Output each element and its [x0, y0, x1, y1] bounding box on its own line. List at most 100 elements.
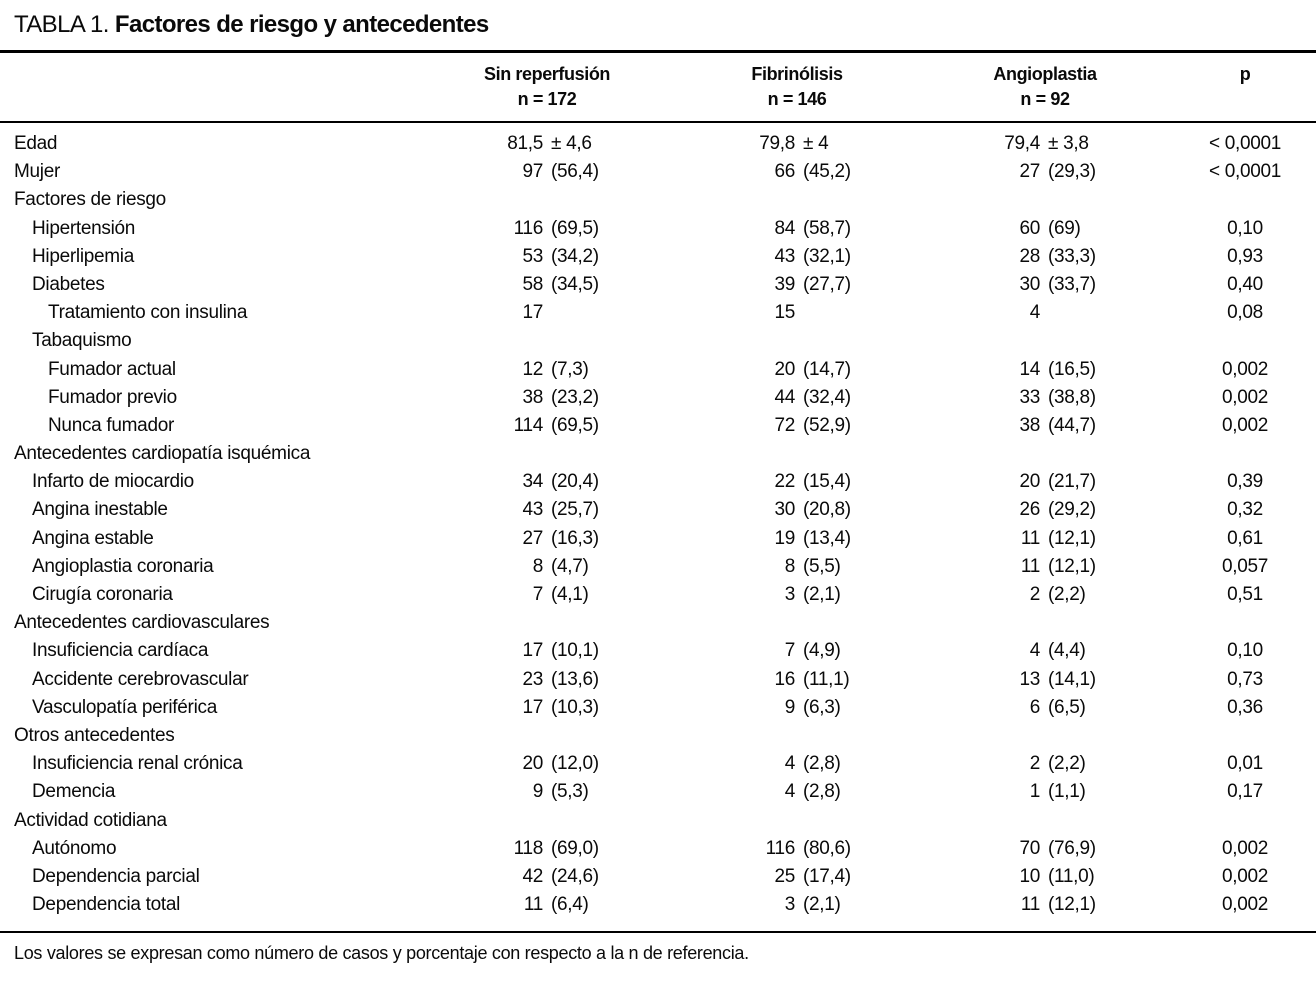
cell-value-percent: (32,4) — [803, 386, 851, 408]
cell-value-percent: (12,1) — [1048, 894, 1096, 916]
cell-value-percent: (1,1) — [1048, 781, 1086, 803]
cell-value-count: 3 — [784, 894, 796, 916]
cell-value-percent: (20,8) — [803, 499, 851, 521]
table-row: Hiperlipemia 53 (34,2) 43 (32,1) 28 (33,3) 0,93 — [0, 243, 1316, 271]
cell-value-count: 9 — [784, 696, 796, 718]
cell-p-value: 0,002 — [1221, 414, 1269, 436]
cell-value-count: 10 — [1019, 865, 1040, 887]
cell-value-percent: (16,5) — [1048, 358, 1096, 380]
cell-value-percent: (6,5) — [1048, 696, 1086, 718]
column-header-n: n = 92 — [1020, 89, 1070, 109]
cell-value-percent: (29,2) — [1048, 499, 1096, 521]
cell-value-count: 11 — [523, 894, 543, 916]
cell-p-value: 0,17 — [1227, 781, 1263, 803]
column-header-name: Angioplastia — [993, 64, 1097, 84]
cell-value-percent: (69) — [1048, 217, 1081, 239]
cell-value-count: 39 — [774, 273, 795, 295]
cell-value-count: 28 — [1019, 245, 1040, 267]
cell-value-count: 116 — [513, 217, 544, 239]
cell-value-percent: (11,0) — [1048, 865, 1095, 887]
row-label: Dependencia parcial — [32, 865, 200, 887]
table-number: TABLA 1. — [14, 11, 109, 38]
cell-value-count: 58 — [522, 273, 543, 295]
cell-p-value: 0,10 — [1227, 640, 1263, 662]
row-label: Autónomo — [32, 837, 117, 859]
cell-value-percent: (20,4) — [551, 471, 599, 493]
table-row: Tabaquismo — [0, 327, 1316, 355]
cell-value-percent: (45,2) — [803, 161, 851, 183]
cell-value-count: 38 — [1019, 414, 1040, 436]
cell-value-count: 70 — [1019, 837, 1040, 859]
row-label: Vasculopatía periférica — [32, 696, 217, 718]
cell-value-count: 22 — [774, 471, 795, 493]
column-header-name: Fibrinólisis — [751, 64, 843, 84]
cell-value-count: 20 — [1019, 471, 1040, 493]
row-label: Demencia — [32, 781, 116, 803]
cell-value-count: 27 — [522, 527, 543, 549]
section-label: Factores de riesgo — [14, 189, 166, 211]
cell-value-count: 116 — [765, 837, 796, 859]
row-label: Tratamiento con insulina — [48, 302, 248, 324]
row-label: Dependencia total — [32, 894, 181, 916]
table-header: Sin reperfusión n = 172 Fibrinólisis n =… — [0, 62, 1316, 118]
row-label: Fumador actual — [48, 358, 176, 380]
table-row: Fumador actual 12 (7,3) 20 (14,7) 14 (16,5) 0,0… — [0, 356, 1316, 384]
table-row: Infarto de miocardio 34 (20,4) 22 (15,4) 20 (2… — [0, 468, 1316, 496]
cell-value-count: 66 — [774, 161, 795, 183]
cell-value-percent: (44,7) — [1048, 414, 1096, 436]
table-row: Diabetes 58 (34,5) 39 (27,7) 30 (33,7) 0,40 — [0, 271, 1316, 299]
column-header-n: n = 172 — [517, 89, 577, 109]
cell-value-count: 114 — [513, 414, 544, 436]
cell-p-value: 0,10 — [1227, 217, 1263, 239]
cell-value-count: 97 — [522, 161, 543, 183]
cell-value-count: 9 — [532, 781, 544, 803]
cell-value-percent: (12,0) — [551, 753, 599, 775]
cell-value-count: 72 — [774, 414, 795, 436]
cell-value-count: 11 — [1020, 527, 1040, 549]
cell-value-count: 8 — [532, 555, 544, 577]
table-row: Demencia 9 (5,3) 4 (2,8) 1 (1,1) 0,17 — [0, 778, 1316, 806]
cell-value-count: 4 — [784, 781, 796, 803]
cell-value-count: 8 — [784, 555, 796, 577]
cell-value-count: 43 — [522, 499, 543, 521]
cell-value-count: 27 — [1019, 161, 1040, 183]
cell-p-value: 0,002 — [1221, 865, 1269, 887]
table-body: Edad 81,5 ± 4,6 79,8 ± 4 79,4 ± 3,8 < 0,0001 Muj… — [0, 130, 1316, 919]
cell-value-percent: (21,7) — [1048, 471, 1096, 493]
cell-value-count: 13 — [1019, 668, 1040, 690]
cell-value-percent: (34,2) — [551, 245, 599, 267]
cell-value-count: 6 — [1029, 696, 1041, 718]
cell-value-count: 3 — [784, 584, 796, 605]
row-label: Insuficiencia cardíaca — [32, 640, 209, 662]
row-label: Angina estable — [32, 527, 154, 549]
cell-value-percent: (2,2) — [1048, 753, 1086, 775]
cell-value-count: 43 — [774, 245, 795, 267]
cell-value-count: 4 — [1029, 640, 1041, 662]
cell-p-value: 0,39 — [1227, 471, 1263, 493]
cell-value-percent: (80,6) — [803, 837, 851, 859]
cell-value-percent: (11,1) — [803, 668, 850, 690]
column-header-name: p — [1239, 64, 1251, 84]
row-label: Edad — [14, 133, 58, 154]
cell-p-value: 0,51 — [1227, 584, 1263, 605]
table-row: Hipertensión 116 (69,5) 84 (58,7) 60 (69) 0,10 — [0, 215, 1316, 243]
table-footnote: Los valores se expresan como número de c… — [14, 943, 749, 963]
cell-value-count: 2 — [1029, 753, 1041, 775]
cell-value-percent: (69,5) — [551, 217, 599, 239]
table-row: Fumador previo 38 (23,2) 44 (32,4) 33 (38,8) 0,… — [0, 384, 1316, 412]
cell-p-value: 0,93 — [1227, 245, 1263, 267]
cell-value-percent: (52,9) — [803, 414, 851, 436]
section-label: Actividad cotidiana — [14, 809, 167, 831]
cell-value-percent: ± 3,8 — [1048, 133, 1089, 154]
cell-value-count: 30 — [1019, 273, 1040, 295]
cell-value-percent: (69,0) — [551, 837, 599, 859]
cell-value-percent: (24,6) — [551, 865, 599, 887]
table-row: Autónomo 118 (69,0) 116 (80,6) 70 (76,9) 0,002 — [0, 835, 1316, 863]
cell-value-count: 15 — [774, 302, 795, 324]
cell-value-percent: (6,4) — [551, 894, 589, 916]
cell-p-value: 0,002 — [1221, 358, 1269, 380]
row-label: Fumador previo — [48, 386, 177, 408]
row-label: Insuficiencia renal crónica — [32, 753, 243, 775]
cell-value-percent: (27,7) — [803, 273, 851, 295]
table-row: Angina estable 27 (16,3) 19 (13,4) 11 (12,1) 0,… — [0, 525, 1316, 553]
